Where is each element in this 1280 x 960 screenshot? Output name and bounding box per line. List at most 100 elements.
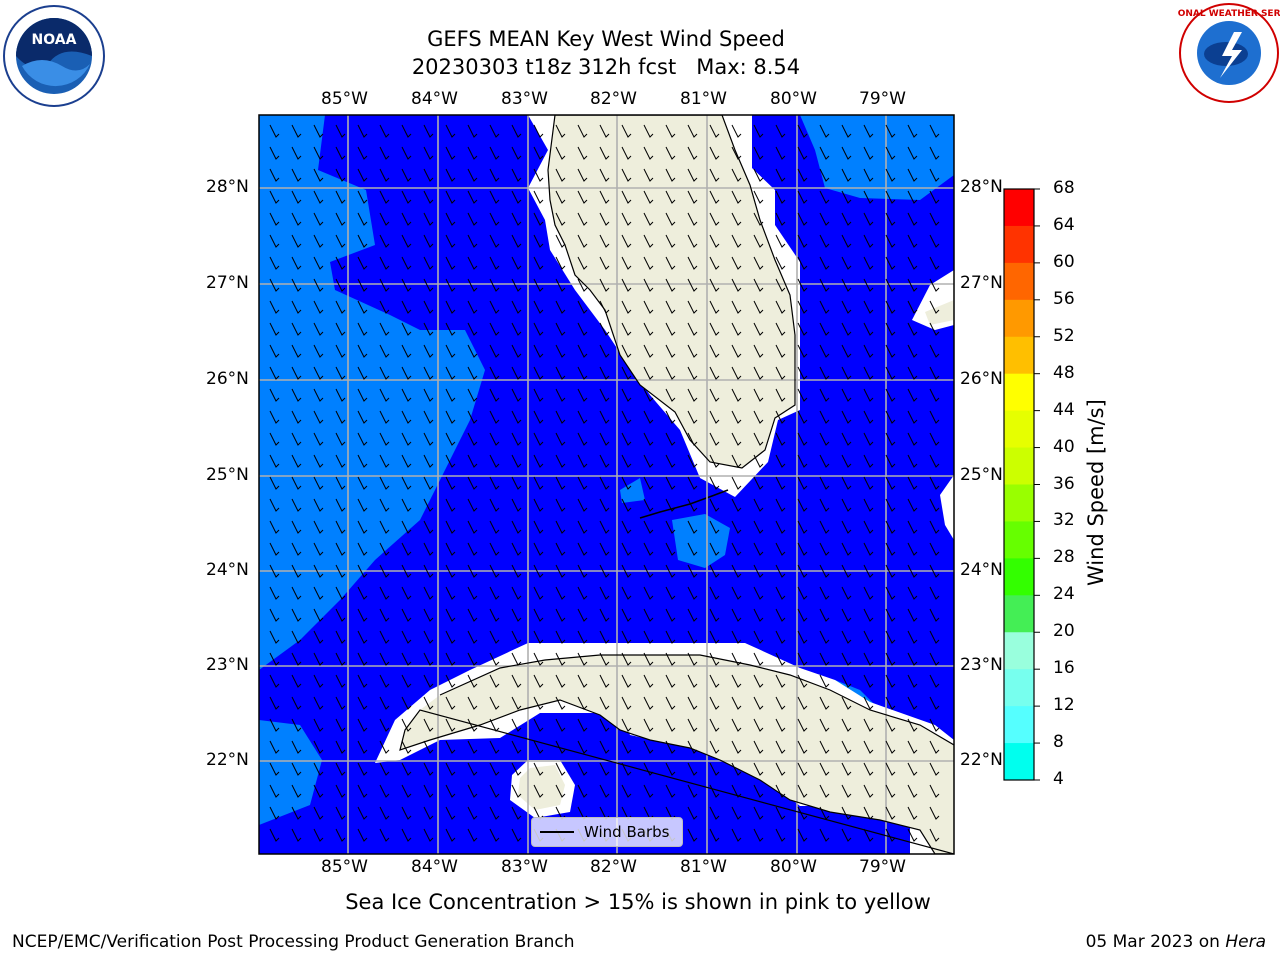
wind-barb <box>269 234 280 248</box>
wind-barb <box>841 586 852 600</box>
colorbar-tick-label: 12 <box>1053 695 1075 716</box>
wind-barb <box>797 784 808 798</box>
wind-barb <box>577 674 588 688</box>
wind-barb <box>577 300 588 314</box>
wind-barb <box>467 498 478 512</box>
lon-label-top: 82°W <box>590 89 637 109</box>
wind-barb <box>445 410 456 424</box>
wind-barb <box>841 784 852 798</box>
colorbar-swatch <box>1004 595 1034 633</box>
wind-barb <box>643 256 654 270</box>
wind-barb <box>445 762 456 776</box>
wind-barb <box>489 146 500 160</box>
wind-barb <box>731 542 742 556</box>
wind-barb <box>731 498 742 512</box>
wind-barb <box>819 718 830 732</box>
wind-barb <box>379 432 390 446</box>
wind-barb <box>577 190 588 204</box>
wind-barb <box>379 190 390 204</box>
wind-barb <box>797 366 808 380</box>
wind-barb <box>709 740 720 754</box>
wind-barb <box>907 146 918 160</box>
wind-barb <box>753 476 764 490</box>
wind-barb <box>885 278 896 292</box>
wind-barb <box>643 322 654 336</box>
wind-barb <box>291 718 302 732</box>
wind-barb <box>885 828 896 842</box>
wind-barb <box>489 630 500 644</box>
wind-barb <box>731 696 742 710</box>
wind-barb <box>841 344 852 358</box>
wind-barb <box>555 234 566 248</box>
wind-barb <box>753 234 764 248</box>
wind-barb <box>401 498 412 512</box>
wind-barb <box>819 344 830 358</box>
wind-barb <box>379 234 390 248</box>
wind-barb <box>357 828 368 842</box>
wind-barb <box>753 828 764 842</box>
wind-barb <box>357 124 368 138</box>
wind-barb <box>467 740 478 754</box>
wind-barb <box>709 828 720 842</box>
wind-barb <box>753 630 764 644</box>
wind-barb <box>511 388 522 402</box>
wind-barb <box>269 762 280 776</box>
wind-barb <box>313 388 324 402</box>
wind-barb <box>687 212 698 226</box>
wind-barb <box>907 476 918 490</box>
wind-barb <box>797 740 808 754</box>
wind-barb <box>731 234 742 248</box>
wind-barb <box>401 432 412 446</box>
wind-barb <box>731 410 742 424</box>
wind-barb <box>577 630 588 644</box>
wind-barb <box>819 256 830 270</box>
wind-barb <box>841 454 852 468</box>
wind-barb <box>797 300 808 314</box>
wind-barb <box>907 410 918 424</box>
wind-barb <box>709 454 720 468</box>
wind-barb <box>929 190 940 204</box>
graticule <box>259 115 954 854</box>
wind-barb <box>797 520 808 534</box>
wind-barb <box>533 476 544 490</box>
wind-barb <box>379 344 390 358</box>
wind-barb <box>577 586 588 600</box>
colorbar-swatch <box>1004 706 1034 744</box>
wind-barb <box>489 366 500 380</box>
wind-barb <box>511 454 522 468</box>
wind-barb <box>665 366 676 380</box>
wind-barb <box>775 542 786 556</box>
wind-barb <box>885 234 896 248</box>
wind-barb <box>621 300 632 314</box>
wind-barb <box>269 278 280 292</box>
wind-barb <box>577 410 588 424</box>
wind-barb <box>423 784 434 798</box>
wind-barb <box>687 124 698 138</box>
wind-barb <box>401 454 412 468</box>
colorbar-tick-label: 8 <box>1053 732 1064 753</box>
wind-barb <box>423 806 434 820</box>
wind-barb <box>863 608 874 622</box>
wind-barb <box>335 718 346 732</box>
wind-barb <box>907 212 918 226</box>
wind-barb <box>863 740 874 754</box>
colorbar-tick-label: 48 <box>1053 362 1075 383</box>
wind-barb <box>379 256 390 270</box>
wind-barb <box>841 190 852 204</box>
map-subtitle: 20230303 t18z 312h fcst Max: 8.54 <box>411 55 801 79</box>
wind-barb <box>401 652 412 666</box>
wind-barb <box>269 586 280 600</box>
wind-barb <box>797 806 808 820</box>
wind-barb <box>379 696 390 710</box>
wind-barb <box>577 476 588 490</box>
wind-barb <box>379 586 390 600</box>
wind-barb <box>313 366 324 380</box>
wind-barb <box>885 542 896 556</box>
wind-barb <box>687 828 698 842</box>
wind-barb <box>467 344 478 358</box>
wind-barb <box>269 256 280 270</box>
wind-barb <box>357 608 368 622</box>
wind-barb <box>929 212 940 226</box>
wind-barb <box>533 432 544 446</box>
wind-barb <box>335 586 346 600</box>
